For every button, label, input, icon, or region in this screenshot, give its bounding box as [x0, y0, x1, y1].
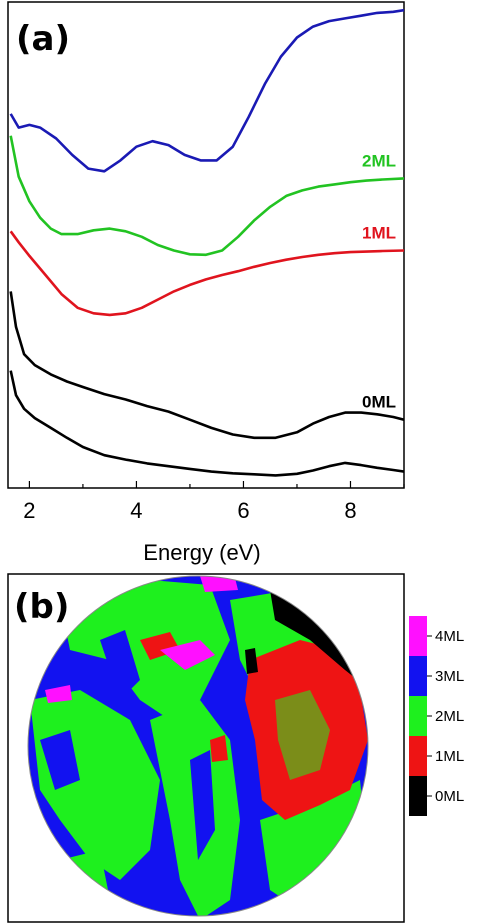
x-tick-label: 2 — [23, 498, 35, 523]
colorbar: 4ML 3ML 2ML 1ML 0ML — [409, 616, 464, 816]
map-outline — [27, 575, 369, 917]
series-line-baseline — [9, 370, 404, 477]
layer-map — [28, 576, 368, 916]
colorbar-segment-2ml — [409, 696, 427, 736]
x-axis: 2 4 6 8 — [23, 481, 405, 523]
series-label-1ml: 1ML — [362, 223, 396, 242]
series-label-layer: 3ML 2ML 1ML 0ML — [362, 0, 396, 412]
colorbar-segment-4ml — [409, 616, 427, 656]
x-axis-title: Energy (eV) — [143, 540, 260, 565]
series-label-0ml: 0ML — [362, 393, 396, 412]
series-line-0ml — [9, 291, 404, 440]
colorbar-label-0ml: 0ML — [435, 788, 464, 805]
series-layer — [9, 8, 404, 477]
colorbar-label-2ml: 2ML — [435, 708, 464, 725]
series-line-2ml — [9, 135, 404, 257]
series-label-3ml: 3ML — [362, 0, 396, 2]
colorbar-label-1ml: 1ML — [435, 748, 464, 765]
plot-frame-a — [7, 1, 405, 489]
panel-label-b: (b) — [14, 587, 69, 627]
colorbar-label-3ml: 3ML — [435, 668, 464, 685]
colorbar-segment-3ml — [409, 656, 427, 696]
x-tick-label: 8 — [344, 498, 356, 523]
colorbar-segment-1ml — [409, 736, 427, 776]
panel-label-a: (a) — [16, 19, 70, 59]
panel-a: 3ML 2ML 1ML 0ML 2 4 6 8 (a) Energy (eV) — [7, 0, 405, 565]
x-tick-label: 6 — [237, 498, 249, 523]
colorbar-segment-0ml — [409, 776, 427, 816]
colorbar-label-4ml: 4ML — [435, 628, 464, 645]
series-line-3ml — [9, 8, 404, 173]
x-tick-label: 4 — [130, 498, 142, 523]
series-line-1ml — [9, 230, 404, 317]
panel-b: (b) 4ML 3ML 2ML 1ML 0ML — [7, 573, 464, 923]
series-label-2ml: 2ML — [362, 151, 396, 170]
